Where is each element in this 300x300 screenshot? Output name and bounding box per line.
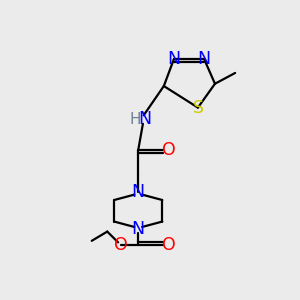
Text: S: S (193, 99, 204, 117)
Text: O: O (113, 236, 127, 254)
Text: H: H (129, 112, 141, 127)
Text: O: O (162, 141, 176, 159)
Text: N: N (198, 50, 211, 68)
Text: N: N (132, 183, 145, 201)
Text: N: N (138, 110, 151, 128)
Text: O: O (162, 236, 176, 254)
Text: N: N (167, 50, 181, 68)
Text: N: N (132, 220, 145, 238)
